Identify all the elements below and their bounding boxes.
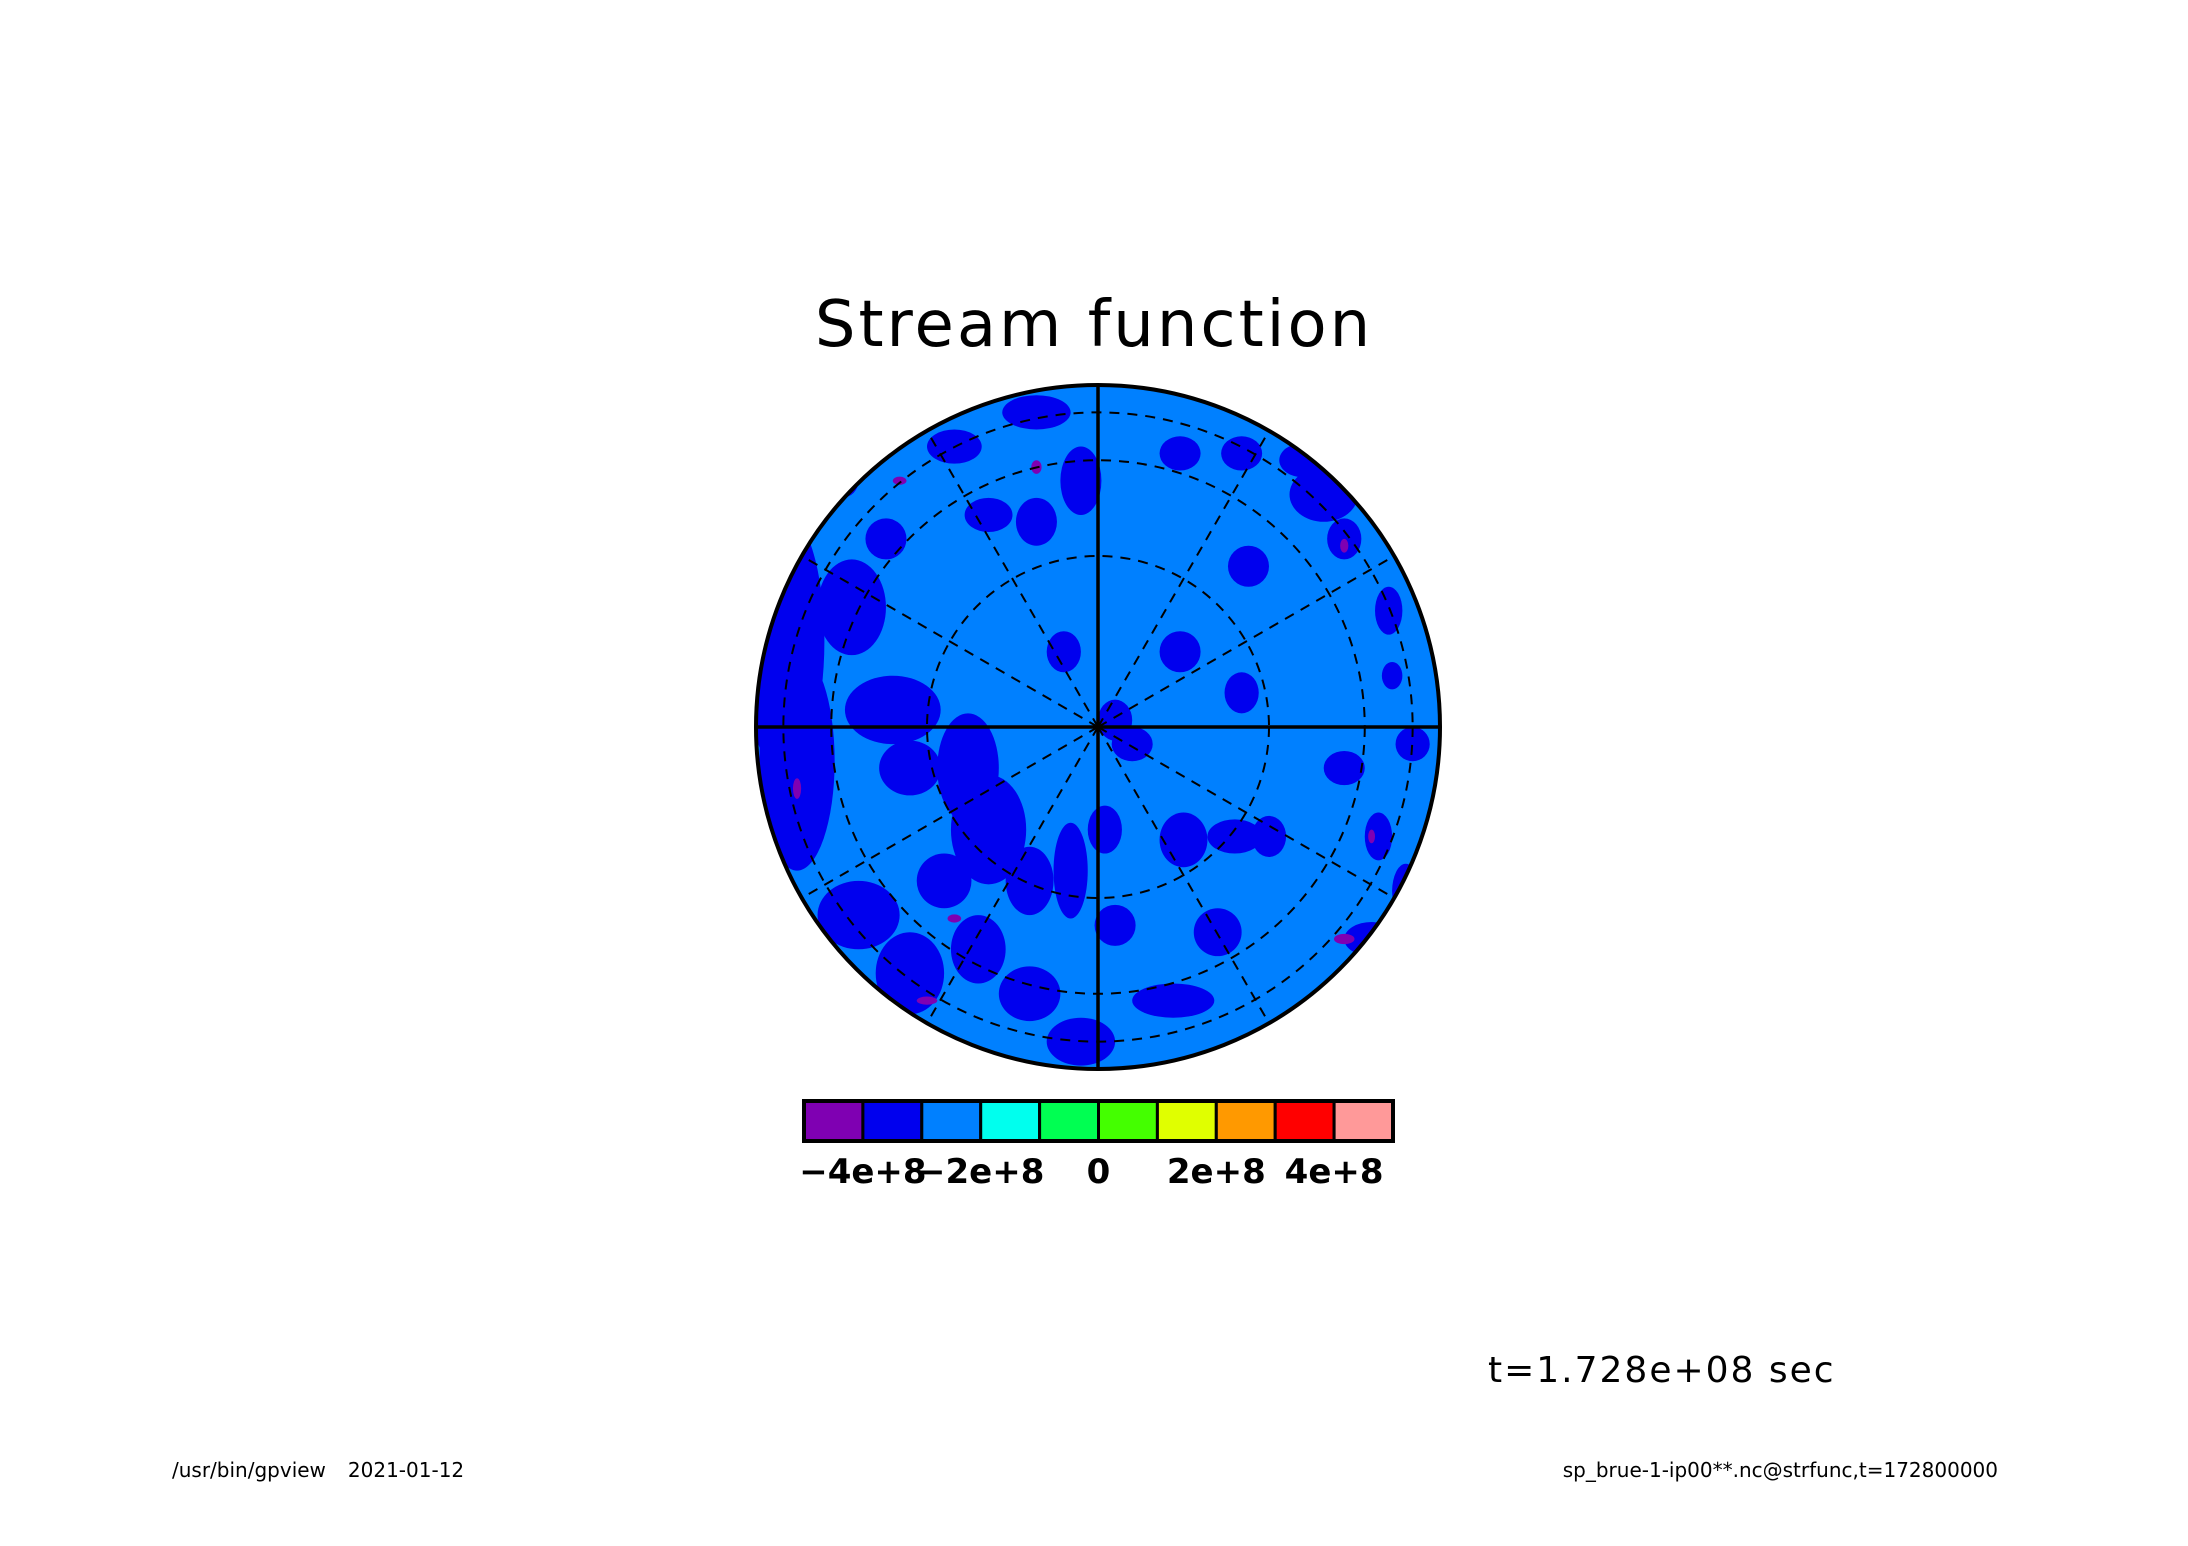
meridian-dashed (1097, 430, 1270, 728)
meridian-dashed (1097, 726, 1395, 899)
low-value-region (865, 518, 907, 560)
colorbar-cell (861, 1099, 924, 1143)
colorbar-tick-label: 4e+8 (1285, 1152, 1384, 1192)
footer-left: /usr/bin/gpview 2021-01-12 (172, 1458, 486, 1482)
low-value-region (1094, 904, 1136, 946)
map-boundary (754, 383, 1442, 1071)
low-value-region (1060, 446, 1102, 515)
low-value-region (916, 853, 972, 909)
low-value-region (875, 932, 945, 1015)
low-value-region (817, 880, 900, 950)
time-label: t=1.728e+08 sec (1488, 1350, 1836, 1391)
colorbar-cell (1214, 1099, 1277, 1143)
low-value-region (1005, 846, 1054, 916)
low-value-region (1159, 812, 1208, 868)
low-value-region (1323, 750, 1365, 786)
chart-title: Stream function (814, 288, 1374, 362)
colorbar-cell (979, 1099, 1042, 1143)
colorbar-cell (920, 1099, 983, 1143)
low-value-region (1375, 586, 1403, 635)
low-value-region (1279, 443, 1328, 478)
lowest-value-spot (1368, 829, 1376, 844)
meridian-dashed (1097, 555, 1395, 728)
low-value-region (879, 740, 941, 796)
low-value-region (950, 774, 1027, 885)
colorbar-cell (1155, 1099, 1218, 1143)
low-value-region (1132, 983, 1215, 1018)
colorbar-cell (1038, 1099, 1100, 1143)
low-value-region (1395, 727, 1430, 762)
meridian-dashed (926, 430, 1099, 728)
meridian-dashed (926, 726, 1099, 1024)
low-value-region (817, 559, 886, 656)
colorbar-tick-label: −2e+8 (917, 1152, 1044, 1192)
low-value-region (998, 966, 1061, 1022)
meridian-dashed (801, 555, 1099, 728)
program-path: /usr/bin/gpview (172, 1458, 326, 1482)
plot-date: 2021-01-12 (347, 1458, 465, 1482)
low-value-region (1364, 812, 1393, 861)
footer-source: sp_brue-1-ip00**.nc@strfunc,t=172800000 (1562, 1458, 1998, 1482)
low-value-region (950, 915, 1006, 984)
colorbar-frame (802, 1099, 1395, 1143)
map-grid (756, 385, 1440, 1069)
colorbar-cell (802, 1099, 865, 1143)
lowest-value-spot (916, 996, 938, 1005)
low-value-region (824, 463, 859, 498)
low-value-region (964, 497, 1013, 533)
lowest-value-spot (792, 778, 802, 799)
lowest-value-spot (892, 476, 907, 485)
colorbar: −4e+8−2e+8 0 2e+8 4e+8 (799, 1099, 1395, 1192)
colorbar-tick-label: 2e+8 (1167, 1152, 1266, 1192)
lowest-value-spot (947, 914, 962, 923)
low-value-region (1159, 631, 1201, 673)
low-value-region (1193, 908, 1242, 957)
low-value-region (1381, 662, 1403, 690)
low-value-region (1224, 672, 1259, 714)
colorbar-cell (1273, 1099, 1336, 1143)
low-value-region (1002, 395, 1071, 430)
low-value-region (1227, 545, 1269, 587)
low-value-region (1159, 436, 1201, 471)
colorbar-cell (1097, 1099, 1159, 1143)
colorbar-tick-label: 0 (1087, 1152, 1111, 1192)
low-value-region (1087, 805, 1122, 854)
low-value-region (1251, 815, 1287, 857)
lowest-value-spot (1333, 933, 1355, 945)
low-value-region (1098, 699, 1133, 741)
colorbar-tick-label: −4e+8 (799, 1152, 926, 1192)
low-value-region (759, 651, 835, 871)
colorbar-cell (1332, 1099, 1395, 1143)
meridian-dashed (1097, 726, 1270, 1024)
lowest-value-spot (1340, 538, 1349, 553)
low-value-region (1046, 631, 1081, 673)
low-value-region (1053, 822, 1088, 919)
low-value-region (1015, 497, 1057, 546)
meridian-dashed (801, 726, 1099, 899)
